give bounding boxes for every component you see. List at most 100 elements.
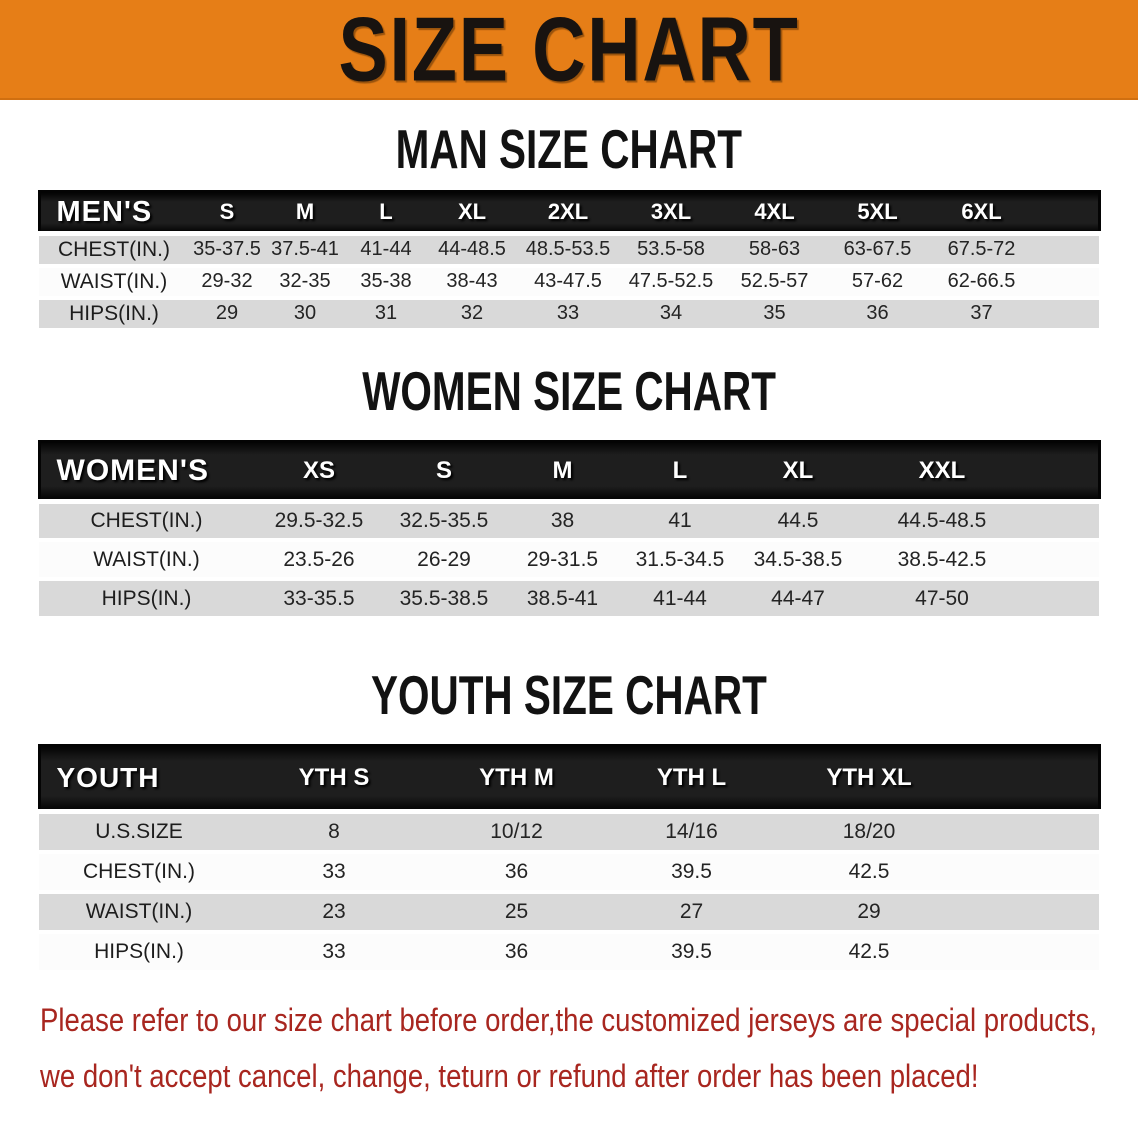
measurement-label: HIPS(IN.) <box>39 297 189 332</box>
measurement-row: WAIST(IN.) 29-32 32-35 35-38 38-43 43-47.5 47.… <box>39 265 1099 300</box>
measurement-value: 63-67.5 <box>826 231 929 268</box>
banner: SIZE CHART <box>0 0 1138 100</box>
men-heading: MAN SIZE CHART <box>0 122 1138 176</box>
measurement-value: 29 <box>189 297 265 332</box>
measurement-value: 47-50 <box>857 579 1027 620</box>
men-size-table: MEN'S S M L XL 2XL 3XL 4XL 5XL 6XL CHEST(IN.) 35-37… <box>37 190 1101 332</box>
size-column-header: L <box>345 190 427 235</box>
size-column-header: YTH L <box>604 744 779 813</box>
size-column-header: 4XL <box>723 190 826 235</box>
order-notice: Please refer to our size chart before or… <box>40 998 1138 1098</box>
women-heading-text: WOMEN SIZE CHART <box>362 359 776 422</box>
measurement-label: WAIST(IN.) <box>39 540 254 581</box>
measurement-row: CHEST(IN.) 35-37.5 37.5-41 41-44 44-48.5 48.5… <box>39 231 1099 268</box>
row-filler <box>1027 498 1099 542</box>
measurement-value: 32 <box>427 297 517 332</box>
measurement-value: 43-47.5 <box>517 265 619 300</box>
section-men: MAN SIZE CHART MEN'S S M L XL 2XL 3XL 4XL 5XL 6XL… <box>0 122 1138 332</box>
size-header-row: WOMEN'S XS S M L XL XXL <box>37 439 1101 503</box>
measurement-row: WAIST(IN.) 23 25 27 29 <box>39 891 1099 934</box>
measurement-value: 38.5-42.5 <box>857 540 1027 581</box>
measurement-value: 25 <box>429 891 604 934</box>
measurement-value: 58-63 <box>723 231 826 268</box>
measurement-value: 39.5 <box>604 931 779 974</box>
measurement-value: 8 <box>239 809 429 854</box>
size-column-header: 6XL <box>929 190 1034 235</box>
size-column-header: YTH S <box>239 744 429 813</box>
size-column-header: XXL <box>857 439 1027 503</box>
size-column-header: L <box>621 439 739 503</box>
size-column-header: XS <box>254 439 384 503</box>
size-header-row: MEN'S S M L XL 2XL 3XL 4XL 5XL 6XL <box>37 190 1101 235</box>
measurement-value: 27 <box>604 891 779 934</box>
row-filler <box>959 931 1099 974</box>
measurement-label: WAIST(IN.) <box>39 891 239 934</box>
measurement-value: 41 <box>621 498 739 542</box>
measurement-value: 31 <box>345 297 427 332</box>
measurement-row: CHEST(IN.) 29.5-32.5 32.5-35.5 38 41 44.5 44.5… <box>39 498 1099 542</box>
measurement-value: 35.5-38.5 <box>384 579 504 620</box>
measurement-value: 34 <box>619 297 723 332</box>
measurement-value: 23 <box>239 891 429 934</box>
measurement-value: 14/16 <box>604 809 779 854</box>
measurement-value: 44-47 <box>739 579 857 620</box>
measurement-value: 33 <box>239 931 429 974</box>
measurement-value: 23.5-26 <box>254 540 384 581</box>
row-filler <box>1027 579 1099 620</box>
size-chart-page: SIZE CHART MAN SIZE CHART MEN'S S M L XL 2XL 3… <box>0 0 1138 1098</box>
section-women: WOMEN SIZE CHART WOMEN'S XS S M L XL XXL CHEST(… <box>0 363 1138 620</box>
section-youth: YOUTH SIZE CHART YOUTH YTH S YTH M YTH L YTH… <box>0 668 1138 974</box>
row-filler <box>1034 265 1099 300</box>
measurement-value: 29-32 <box>189 265 265 300</box>
women-size-table: WOMEN'S XS S M L XL XXL CHEST(IN.) 29.5-32.5 32.5… <box>37 439 1101 620</box>
measurement-value: 38 <box>504 498 621 542</box>
measurement-value: 44.5 <box>739 498 857 542</box>
measurement-value: 29.5-32.5 <box>254 498 384 542</box>
measurement-value: 52.5-57 <box>723 265 826 300</box>
measurement-value: 41-44 <box>621 579 739 620</box>
men-heading-text: MAN SIZE CHART <box>395 118 743 180</box>
measurement-value: 42.5 <box>779 931 959 974</box>
measurement-value: 32-35 <box>265 265 345 300</box>
measurement-row: HIPS(IN.) 33 36 39.5 42.5 <box>39 931 1099 974</box>
measurement-value: 53.5-58 <box>619 231 723 268</box>
measurement-value: 31.5-34.5 <box>621 540 739 581</box>
measurement-value: 29-31.5 <box>504 540 621 581</box>
women-heading: WOMEN SIZE CHART <box>0 363 1138 417</box>
measurement-value: 18/20 <box>779 809 959 854</box>
header-filler <box>1027 439 1101 503</box>
content: MAN SIZE CHART MEN'S S M L XL 2XL 3XL 4XL 5XL 6XL… <box>0 122 1138 1098</box>
measurement-value: 37 <box>929 297 1034 332</box>
youth-heading: YOUTH SIZE CHART <box>0 668 1138 722</box>
row-filler <box>959 851 1099 894</box>
measurement-value: 41-44 <box>345 231 427 268</box>
measurement-value: 35-38 <box>345 265 427 300</box>
measurement-value: 57-62 <box>826 265 929 300</box>
measurement-label: CHEST(IN.) <box>39 851 239 894</box>
measurement-value: 37.5-41 <box>265 231 345 268</box>
size-column-header: 3XL <box>619 190 723 235</box>
size-column-header: M <box>265 190 345 235</box>
youth-size-table: YOUTH YTH S YTH M YTH L YTH XL U.S.SIZE 8 10/12… <box>37 744 1101 974</box>
row-filler <box>959 891 1099 934</box>
row-filler <box>1034 231 1099 268</box>
measurement-label: U.S.SIZE <box>39 809 239 854</box>
measurement-value: 36 <box>429 851 604 894</box>
size-column-header: XL <box>427 190 517 235</box>
measurement-value: 30 <box>265 297 345 332</box>
measurement-value: 29 <box>779 891 959 934</box>
size-column-header: YTH M <box>429 744 604 813</box>
size-column-header: S <box>384 439 504 503</box>
measurement-value: 33-35.5 <box>254 579 384 620</box>
measurement-value: 47.5-52.5 <box>619 265 723 300</box>
measurement-value: 39.5 <box>604 851 779 894</box>
measurement-value: 67.5-72 <box>929 231 1034 268</box>
row-filler <box>959 809 1099 854</box>
youth-heading-text: YOUTH SIZE CHART <box>371 664 767 726</box>
measurement-value: 62-66.5 <box>929 265 1034 300</box>
measurement-value: 33 <box>517 297 619 332</box>
measurement-value: 10/12 <box>429 809 604 854</box>
measurement-value: 26-29 <box>384 540 504 581</box>
measurement-value: 34.5-38.5 <box>739 540 857 581</box>
row-filler <box>1027 540 1099 581</box>
